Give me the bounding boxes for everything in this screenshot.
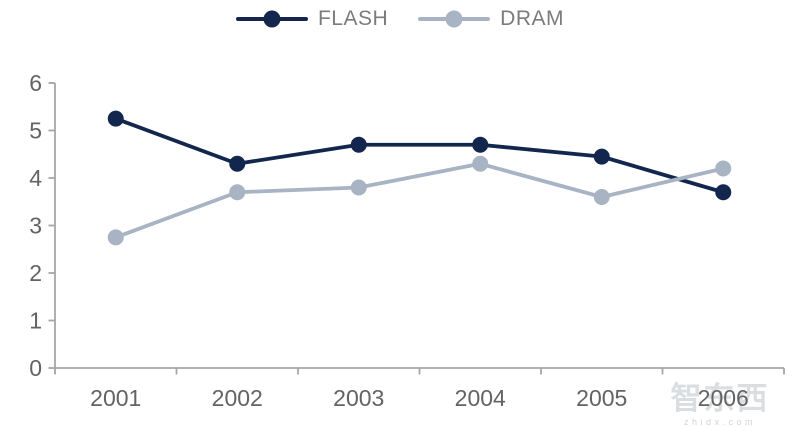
dram-data-point bbox=[715, 160, 732, 177]
flash-data-point bbox=[229, 155, 246, 172]
y-tick-label: 1 bbox=[29, 308, 42, 334]
dram-legend-line-swatch bbox=[418, 10, 491, 28]
flash-legend-line-swatch bbox=[235, 10, 308, 28]
flash-data-point bbox=[472, 136, 489, 153]
dram-series-line bbox=[113, 161, 726, 240]
flash-legend-label: FLASH bbox=[317, 7, 389, 30]
dram-data-point bbox=[107, 229, 124, 246]
y-tick-label: 3 bbox=[29, 213, 42, 239]
x-tick-label: 2003 bbox=[333, 385, 384, 411]
watermark-subtext: zhidx.com bbox=[683, 417, 756, 427]
dram-legend-label: DRAM bbox=[500, 7, 565, 30]
x-tick-label: 2005 bbox=[576, 385, 627, 411]
dram-data-point bbox=[593, 189, 610, 205]
y-tick-label: 4 bbox=[29, 165, 42, 191]
zhidx-watermark: 智东西 zhidx.com bbox=[644, 382, 796, 427]
dram-data-point bbox=[472, 155, 489, 172]
x-tick-label: 2006 bbox=[698, 385, 749, 411]
y-tick-label: 5 bbox=[29, 118, 42, 144]
y-tick-label: 0 bbox=[29, 355, 42, 381]
flash-data-point bbox=[593, 148, 610, 165]
flash-series-line bbox=[113, 116, 726, 195]
x-tick-label: 2001 bbox=[90, 385, 141, 411]
dram-data-point bbox=[350, 179, 367, 196]
x-tick-label: 2004 bbox=[455, 385, 506, 411]
flash-legend-marker-dot bbox=[263, 10, 281, 28]
y-tick-label: 2 bbox=[29, 260, 42, 286]
watermark-logo-text: 智东西 bbox=[670, 381, 770, 416]
y-tick-label: 6 bbox=[29, 70, 42, 96]
chart-legend: FLASH DRAM bbox=[235, 7, 564, 31]
flash-data-point bbox=[107, 110, 124, 127]
x-tick-label: 2002 bbox=[212, 385, 263, 411]
dram-legend-marker-dot bbox=[445, 10, 463, 28]
flash-data-point bbox=[350, 136, 367, 153]
dram-data-point bbox=[229, 184, 246, 201]
legend-item-flash: FLASH bbox=[235, 7, 389, 31]
legend-item-dram: DRAM bbox=[418, 7, 564, 31]
flash-data-point bbox=[715, 184, 732, 201]
